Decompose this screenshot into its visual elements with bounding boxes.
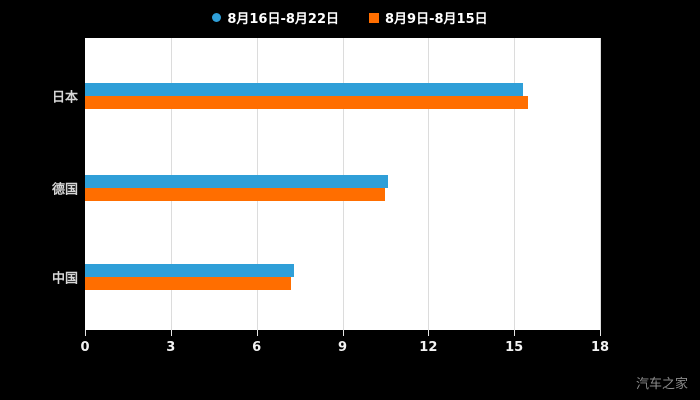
bar-series-1-日本 bbox=[85, 83, 523, 97]
category-label-中国: 中国 bbox=[51, 271, 78, 287]
x-axis-tick-label: 15 bbox=[505, 340, 524, 355]
category-label-德国: 德国 bbox=[51, 182, 78, 198]
legend-label-series-2: 8月9日-8月15日 bbox=[385, 12, 488, 27]
x-axis-tick-label: 6 bbox=[252, 340, 262, 355]
legend-item-series-1[interactable]: 8月16日-8月22日 bbox=[212, 8, 339, 27]
watermark-autohome: 汽车之家 bbox=[635, 377, 688, 392]
x-axis-tick-label: 0 bbox=[80, 340, 90, 355]
bar-series-1-中国 bbox=[85, 264, 294, 278]
x-axis-tick-label: 3 bbox=[166, 340, 176, 355]
x-axis-tick bbox=[85, 330, 86, 336]
chart-legend: 8月16日-8月22日 8月9日-8月15日 bbox=[0, 8, 700, 27]
gridline bbox=[514, 38, 516, 330]
legend-square-marker-icon bbox=[369, 12, 380, 23]
gridline bbox=[600, 38, 601, 330]
category-label-日本: 日本 bbox=[51, 90, 78, 106]
x-axis-tick bbox=[170, 330, 172, 336]
x-axis-tick-label: 18 bbox=[590, 340, 610, 355]
bar-series-1-德国 bbox=[85, 175, 389, 189]
legend-circle-marker-icon bbox=[212, 13, 222, 22]
x-axis-tick bbox=[600, 330, 601, 336]
bar-series-2-中国 bbox=[85, 277, 291, 291]
x-axis-tick bbox=[256, 330, 258, 336]
x-axis-tick-label: 9 bbox=[337, 340, 348, 355]
x-axis-tick bbox=[514, 330, 516, 336]
bar-series-2-德国 bbox=[85, 188, 386, 202]
legend-label-series-1: 8月16日-8月22日 bbox=[227, 12, 340, 27]
x-axis-tick bbox=[342, 330, 344, 336]
x-axis-tick-label: 12 bbox=[419, 340, 438, 355]
legend-item-series-2[interactable]: 8月9日-8月15日 bbox=[369, 8, 488, 27]
x-axis-tick bbox=[428, 330, 430, 336]
plot-area bbox=[85, 38, 601, 330]
gridline bbox=[428, 38, 430, 330]
bar-series-2-日本 bbox=[85, 96, 529, 110]
